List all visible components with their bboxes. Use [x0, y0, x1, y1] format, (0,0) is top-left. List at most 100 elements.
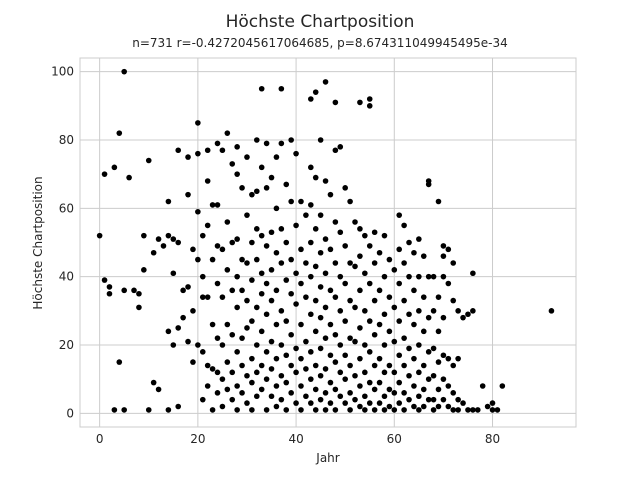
data-point: [293, 400, 299, 406]
data-point: [386, 328, 393, 335]
data-point: [411, 249, 417, 256]
x-tick-label: 0: [96, 432, 104, 446]
data-point: [391, 267, 398, 273]
data-point: [479, 383, 486, 389]
data-point: [371, 407, 378, 413]
data-point: [406, 239, 412, 246]
data-point: [293, 270, 299, 277]
data-point: [416, 407, 422, 413]
plot-frame: [79, 57, 577, 428]
data-point: [263, 311, 270, 318]
data-point: [455, 308, 461, 314]
data-point: [303, 393, 309, 400]
data-point: [465, 407, 471, 413]
data-point: [401, 390, 407, 396]
data-point: [357, 403, 363, 410]
data-point: [420, 386, 427, 393]
data-point: [376, 400, 383, 406]
y-tick-label: 100: [51, 65, 74, 79]
data-point: [332, 407, 339, 413]
data-point: [244, 400, 250, 406]
data-point: [249, 379, 255, 386]
data-point: [106, 284, 113, 290]
x-tick-label: 60: [387, 432, 402, 446]
data-point: [425, 376, 432, 382]
data-point: [440, 243, 447, 249]
data-point: [258, 362, 265, 369]
data-point: [474, 407, 481, 413]
data-point: [293, 345, 299, 352]
data-point: [234, 171, 240, 177]
data-point: [342, 243, 348, 249]
data-point: [435, 403, 442, 410]
data-point: [332, 147, 339, 154]
data-point: [381, 232, 388, 239]
data-point: [440, 314, 447, 321]
data-point: [450, 260, 457, 266]
data-point: [234, 407, 240, 413]
data-point: [322, 178, 329, 184]
data-point: [420, 294, 427, 300]
data-point: [209, 256, 216, 263]
data-point: [322, 236, 329, 242]
data-point: [288, 331, 294, 338]
data-point: [160, 243, 167, 249]
data-point: [435, 328, 442, 335]
data-point: [268, 267, 275, 273]
data-point: [244, 212, 250, 218]
data-point: [337, 342, 344, 348]
data-point: [391, 407, 398, 413]
data-point: [244, 154, 250, 160]
data-point: [391, 369, 398, 376]
data-point: [391, 304, 398, 311]
data-point: [371, 331, 378, 338]
data-point: [249, 355, 255, 362]
data-point: [283, 379, 290, 386]
data-point: [224, 321, 231, 328]
data-point: [258, 85, 265, 92]
data-point: [185, 338, 191, 345]
data-point: [141, 267, 147, 273]
data-point: [470, 308, 476, 314]
data-point: [460, 400, 466, 406]
data-point: [278, 342, 285, 348]
data-point: [420, 253, 427, 259]
data-point: [195, 120, 201, 126]
data-point: [263, 280, 270, 287]
data-point: [214, 335, 221, 341]
data-point: [312, 89, 319, 95]
data-point: [214, 243, 221, 249]
data-point: [396, 246, 403, 253]
data-point: [376, 355, 383, 362]
data-point: [288, 137, 294, 143]
data-point: [308, 202, 314, 208]
data-point: [268, 338, 275, 345]
data-point: [136, 304, 142, 311]
data-point: [224, 267, 231, 273]
data-point: [204, 178, 211, 184]
data-point: [283, 407, 290, 413]
tick-labels: 0 20 40 60 80 0 20 40 60 80 100: [51, 65, 500, 446]
data-point: [347, 260, 353, 266]
data-point: [283, 318, 290, 324]
data-point: [263, 349, 270, 355]
data-point: [312, 226, 319, 232]
data-point: [406, 345, 412, 352]
data-point: [258, 164, 265, 171]
data-point: [401, 260, 407, 266]
data-point: [180, 314, 186, 321]
data-point: [298, 198, 304, 205]
data-point: [327, 191, 334, 198]
data-point: [381, 393, 388, 400]
data-point: [357, 355, 363, 362]
data-point: [435, 359, 442, 365]
data-point: [214, 202, 221, 208]
data-point: [425, 396, 432, 403]
data-point: [234, 144, 240, 150]
data-point: [386, 386, 393, 393]
data-point: [371, 229, 378, 236]
data-point: [366, 379, 373, 386]
data-point: [165, 232, 172, 239]
data-point: [317, 314, 324, 321]
